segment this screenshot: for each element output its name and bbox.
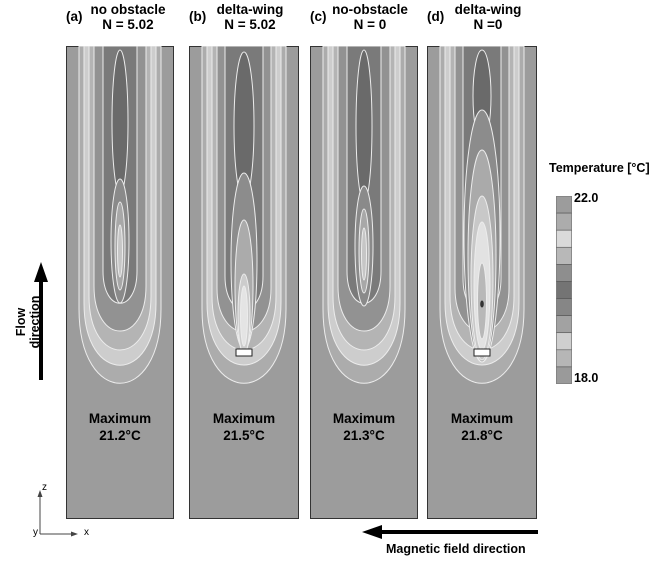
colorbar-step <box>556 264 572 282</box>
panel-b-maximum-label: Maximum <box>212 411 276 426</box>
panel-c-maximum-value: 21.3°C <box>343 428 385 443</box>
panel-a-title: no obstacle N = 5.02 <box>80 2 176 32</box>
panel-b-title-line1: delta-wing <box>216 2 284 17</box>
panel-c: Maximum 21.3°C <box>310 46 418 519</box>
legend-max-value: 22.0 <box>574 191 599 205</box>
panel-d-letter: (d) <box>427 9 445 24</box>
panel-a-contour-plot <box>66 46 174 519</box>
panel-d: Maximum 21.8°C <box>427 46 537 519</box>
panel-c-contour-plot <box>310 46 418 519</box>
flow-direction-arrow <box>34 262 48 380</box>
panel-d-maximum: Maximum 21.8°C <box>427 410 537 444</box>
panel-a-maximum: Maximum 21.2°C <box>66 410 174 444</box>
panel-c-title-line1: no-obstacle <box>332 2 408 17</box>
colorbar-step <box>556 196 572 214</box>
colorbar-step <box>556 281 572 299</box>
panel-d-maximum-value: 21.8°C <box>461 428 503 443</box>
x-axis-label: x <box>84 527 89 538</box>
flow-direction-label: Flow direction <box>14 295 42 349</box>
legend-min-value: 18.0 <box>574 371 599 385</box>
legend-title: Temperature [°C] <box>549 161 650 175</box>
colorbar-step <box>556 212 572 231</box>
panel-c-title-line2: N = 0 <box>353 17 387 32</box>
panel-a-maximum-label: Maximum <box>88 411 152 426</box>
magnetic-field-arrow <box>362 525 538 539</box>
colorbar-step <box>556 315 572 334</box>
panel-b-title: delta-wing N = 5.02 <box>202 2 298 32</box>
panel-b: Maximum 21.5°C <box>189 46 299 519</box>
colorbar-step <box>556 298 572 316</box>
panel-d-title: delta-wing N =0 <box>440 2 536 32</box>
panel-c-maximum-label: Maximum <box>332 411 396 426</box>
panel-a: Maximum 21.2°C <box>66 46 174 519</box>
colorbar-step <box>556 366 572 384</box>
panel-d-title-line1: delta-wing <box>454 2 522 17</box>
panel-d-maximum-label: Maximum <box>450 411 514 426</box>
panel-d-title-line2: N =0 <box>473 17 503 32</box>
delta-wing-obstacle-b <box>235 348 253 357</box>
z-axis-label: z <box>42 482 47 493</box>
panel-a-title-line1: no obstacle <box>90 2 166 17</box>
delta-wing-obstacle-d <box>473 348 491 357</box>
colorbar-step <box>556 349 572 368</box>
y-axis-label: y <box>33 527 38 538</box>
colorbar-step <box>556 246 572 265</box>
panel-a-letter: (a) <box>66 9 83 24</box>
temperature-colorbar <box>556 196 572 384</box>
coordinate-axes-icon <box>37 490 78 537</box>
panel-c-maximum: Maximum 21.3°C <box>310 410 418 444</box>
magnetic-field-label: Magnetic field direction <box>386 542 526 556</box>
panel-b-title-line2: N = 5.02 <box>224 17 276 32</box>
panel-c-letter: (c) <box>310 9 327 24</box>
panel-a-title-line2: N = 5.02 <box>102 17 154 32</box>
panel-d-contour-plot <box>427 46 537 519</box>
panel-b-contour-plot <box>189 46 299 519</box>
colorbar-step <box>556 229 572 248</box>
panel-b-maximum-value: 21.5°C <box>223 428 265 443</box>
colorbar-step <box>556 332 572 351</box>
panel-c-title: no-obstacle N = 0 <box>322 2 418 32</box>
panel-a-maximum-value: 21.2°C <box>99 428 141 443</box>
panel-b-letter: (b) <box>189 9 207 24</box>
panel-b-maximum: Maximum 21.5°C <box>189 410 299 444</box>
